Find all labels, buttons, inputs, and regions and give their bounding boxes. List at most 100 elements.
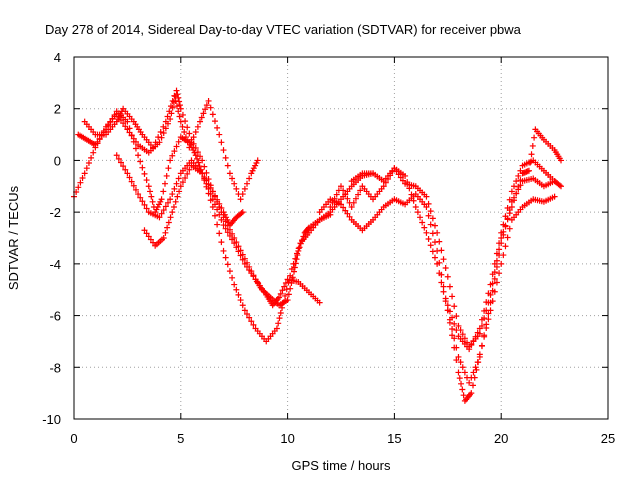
data-point <box>449 332 456 339</box>
data-point <box>431 254 438 261</box>
data-point <box>493 279 500 286</box>
data-point <box>182 175 189 182</box>
data-point <box>440 283 447 290</box>
y-tick-label: -10 <box>42 412 61 427</box>
data-point <box>483 321 490 328</box>
data-point <box>141 227 148 234</box>
data-point <box>162 203 169 210</box>
data-point <box>218 205 225 212</box>
data-point <box>175 138 182 145</box>
data-point <box>85 160 92 167</box>
series-track-6 <box>316 191 558 404</box>
data-point <box>417 214 424 221</box>
y-tick-label: -6 <box>49 309 61 324</box>
data-point <box>216 211 223 218</box>
data-point <box>485 316 492 323</box>
data-point <box>474 359 481 366</box>
data-point <box>203 183 210 190</box>
data-point <box>173 180 180 187</box>
x-tick-label: 25 <box>601 431 615 446</box>
data-point <box>241 260 248 267</box>
data-point <box>111 111 118 118</box>
data-point <box>186 144 193 151</box>
y-tick-label: 0 <box>54 153 61 168</box>
data-point <box>340 204 347 211</box>
data-point <box>333 191 340 198</box>
data-point <box>165 165 172 172</box>
data-point <box>235 248 242 255</box>
data-point <box>226 268 233 275</box>
data-point <box>506 196 513 203</box>
data-point <box>244 311 251 318</box>
data-point <box>135 152 142 159</box>
data-point <box>455 369 462 376</box>
data-point <box>451 303 458 310</box>
data-point <box>164 113 171 120</box>
data-point <box>425 236 432 243</box>
data-point <box>436 238 443 245</box>
data-point <box>423 203 430 210</box>
data-point <box>197 118 204 125</box>
data-point <box>122 123 129 130</box>
data-point <box>128 178 135 185</box>
data-point <box>172 198 179 205</box>
data-point <box>130 138 137 145</box>
data-point <box>453 313 460 320</box>
data-point <box>493 263 500 270</box>
data-point <box>446 308 453 315</box>
data-point <box>237 252 244 259</box>
data-point <box>220 222 227 229</box>
x-tick-label: 20 <box>494 431 508 446</box>
data-point <box>147 236 154 243</box>
data-point <box>209 188 216 195</box>
data-point <box>218 216 225 223</box>
data-point <box>90 149 97 156</box>
data-point <box>500 221 507 228</box>
data-point <box>169 191 176 198</box>
data-point <box>273 325 280 332</box>
series-track-8 <box>348 126 565 350</box>
data-point <box>412 203 419 210</box>
data-point <box>456 375 463 382</box>
data-point <box>141 201 148 208</box>
data-point <box>466 346 473 353</box>
data-point <box>436 270 443 277</box>
data-point <box>122 166 129 173</box>
data-point <box>419 219 426 226</box>
data-point <box>491 275 498 282</box>
data-point <box>438 247 445 254</box>
data-point <box>457 359 464 366</box>
data-point <box>137 158 144 165</box>
data-point <box>290 260 297 267</box>
data-point <box>75 184 82 191</box>
data-point <box>226 170 233 177</box>
data-point <box>355 191 362 198</box>
data-point <box>244 180 251 187</box>
data-point <box>498 260 505 267</box>
data-point <box>470 382 477 389</box>
data-point <box>504 216 511 223</box>
data-point <box>459 331 466 338</box>
data-point <box>170 203 177 210</box>
data-point <box>92 141 99 148</box>
data-point <box>205 97 212 104</box>
x-tick-label: 15 <box>387 431 401 446</box>
data-point <box>438 279 445 286</box>
data-point <box>434 260 441 267</box>
data-point <box>176 113 183 120</box>
data-point <box>474 329 481 336</box>
data-point <box>427 242 434 249</box>
series-track-2 <box>75 108 334 309</box>
data-point <box>496 240 503 247</box>
data-point <box>172 97 179 104</box>
data-point <box>504 234 511 241</box>
data-point <box>498 235 505 241</box>
data-point <box>214 124 221 131</box>
data-point <box>344 210 351 217</box>
data-point <box>222 254 229 261</box>
data-point <box>150 144 157 151</box>
data-point <box>427 221 434 228</box>
series-track-4 <box>113 152 246 229</box>
data-point <box>246 267 253 274</box>
data-point <box>531 134 538 141</box>
